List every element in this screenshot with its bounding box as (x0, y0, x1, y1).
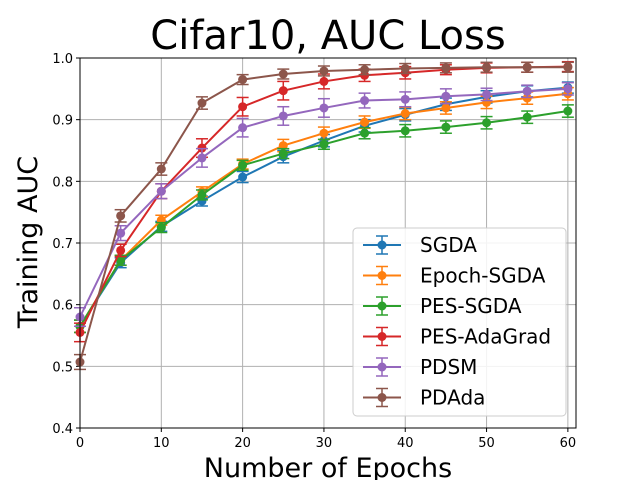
plot-series (74, 60, 574, 371)
data-point (360, 117, 370, 127)
data-point (441, 91, 451, 101)
legend-marker-pdada (377, 393, 387, 402)
legend-marker-pes-sgda (377, 301, 387, 311)
data-point (197, 98, 207, 108)
data-point (319, 128, 329, 138)
data-point (278, 69, 288, 79)
legend-label-sgda: SGDA (420, 233, 477, 257)
data-point (156, 164, 166, 174)
chart-title: Cifar10, AUC Loss (150, 13, 505, 59)
data-point (319, 76, 329, 86)
legend-marker-epoch-sgda (377, 271, 387, 280)
legend-box (352, 227, 567, 417)
data-point (156, 186, 166, 196)
data-point (156, 223, 166, 233)
y-tick-label: 0.4 (52, 422, 73, 437)
data-point (441, 103, 451, 113)
axis-ticks: 0 10 20 30 40 50 60 0.4 0.5 0.6 0.7 0.8 0.9 1.0 (52, 52, 576, 451)
data-point (441, 122, 451, 132)
y-tick-label: 0.8 (52, 175, 73, 190)
data-point (522, 62, 532, 72)
y-axis-label: Training AUC (13, 156, 44, 329)
legend-label-pes-adagrad: PES-AdaGrad (420, 325, 551, 349)
data-point (116, 211, 126, 221)
data-point (197, 190, 207, 200)
data-point (238, 160, 248, 170)
data-point (319, 139, 329, 149)
legend-marker-pdsm (377, 362, 387, 372)
data-point (400, 126, 410, 136)
data-point (278, 86, 288, 96)
data-point (197, 153, 207, 163)
data-point (116, 228, 126, 238)
data-point (441, 63, 451, 73)
data-point (482, 89, 492, 99)
data-point (563, 84, 573, 94)
legend: SGDA Epoch-SGDA PES-SGDA PES-AdaGrad PDSM PDA… (352, 227, 567, 417)
y-tick-label: 0.6 (52, 299, 73, 314)
series-pdada (74, 61, 574, 371)
data-point (482, 118, 492, 128)
legend-label-pdsm: PDSM (420, 355, 477, 379)
data-point (278, 141, 288, 151)
plot-frame (79, 57, 577, 429)
y-tick-label: 0.5 (52, 360, 73, 375)
legend-marker-pes-adagrad (377, 332, 387, 341)
data-point (360, 96, 370, 106)
x-tick-label: 50 (478, 436, 495, 451)
data-point (116, 255, 126, 265)
data-point (238, 172, 248, 182)
y-tick-label: 0.9 (52, 114, 73, 129)
data-point (116, 245, 126, 255)
x-tick-label: 20 (234, 436, 251, 451)
data-point (278, 149, 288, 159)
x-tick-label: 0 (76, 436, 84, 451)
data-point (522, 86, 532, 96)
data-point (400, 63, 410, 73)
data-point (563, 106, 573, 116)
legend-label-epoch-sgda: Epoch-SGDA (420, 264, 546, 288)
legend-label-pdada: PDAda (420, 386, 485, 410)
x-tick-label: 60 (560, 436, 577, 451)
data-point (238, 102, 248, 112)
x-tick-label: 10 (153, 436, 170, 451)
x-tick-label: 40 (397, 436, 414, 451)
series-pdsm (74, 81, 574, 327)
data-point (238, 123, 248, 133)
data-point (482, 62, 492, 72)
x-tick-label: 30 (316, 436, 333, 451)
data-point (563, 62, 573, 72)
data-point (197, 196, 207, 206)
data-point (522, 112, 532, 122)
data-point (278, 111, 288, 121)
data-point (238, 75, 248, 85)
y-tick-label: 0.7 (52, 237, 73, 252)
data-point (360, 65, 370, 75)
legend-label-pes-sgda: PES-SGDA (420, 294, 522, 318)
data-point (400, 94, 410, 104)
x-axis-label: Number of Epochs (204, 453, 452, 480)
data-point (360, 128, 370, 138)
legend-marker-sgda (377, 240, 387, 250)
data-point (319, 66, 329, 76)
data-point (400, 109, 410, 118)
data-point (319, 103, 329, 113)
y-tick-label: 1.0 (52, 52, 73, 67)
